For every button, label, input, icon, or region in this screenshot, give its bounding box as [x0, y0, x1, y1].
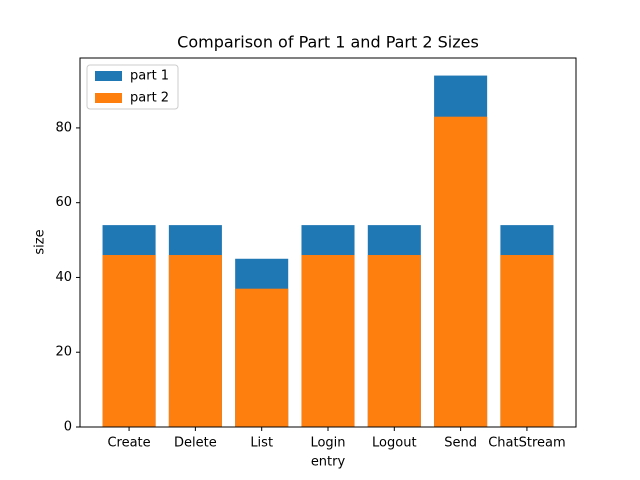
bar — [301, 255, 355, 427]
legend-label: part 1 — [130, 69, 169, 84]
y-tick-label: 60 — [55, 195, 72, 210]
x-tick-label: Delete — [174, 436, 217, 451]
legend-swatch — [95, 93, 122, 103]
x-tick-label: Logout — [372, 436, 417, 451]
x-tick-label: Login — [310, 436, 345, 451]
x-tick-label: List — [250, 436, 273, 451]
bar — [235, 288, 289, 427]
bar — [434, 116, 488, 427]
x-tick-label: Send — [444, 436, 477, 451]
plot-frame — [79, 57, 577, 428]
bar — [367, 255, 421, 427]
legend-swatch — [95, 71, 122, 81]
chart-title: Comparison of Part 1 and Part 2 Sizes — [177, 33, 479, 52]
y-tick-label: 20 — [55, 345, 72, 360]
y-tick-label: 80 — [55, 120, 72, 135]
y-tick-label: 40 — [55, 270, 72, 285]
bar — [102, 255, 156, 427]
x-axis-label: entry — [311, 455, 346, 470]
x-tick-label: Create — [107, 436, 150, 451]
legend-label: part 2 — [130, 91, 169, 106]
bar — [500, 255, 554, 427]
y-axis-label: size — [33, 229, 48, 254]
bar — [168, 255, 222, 427]
y-tick-label: 0 — [64, 420, 72, 435]
x-tick-label: ChatStream — [488, 436, 565, 451]
